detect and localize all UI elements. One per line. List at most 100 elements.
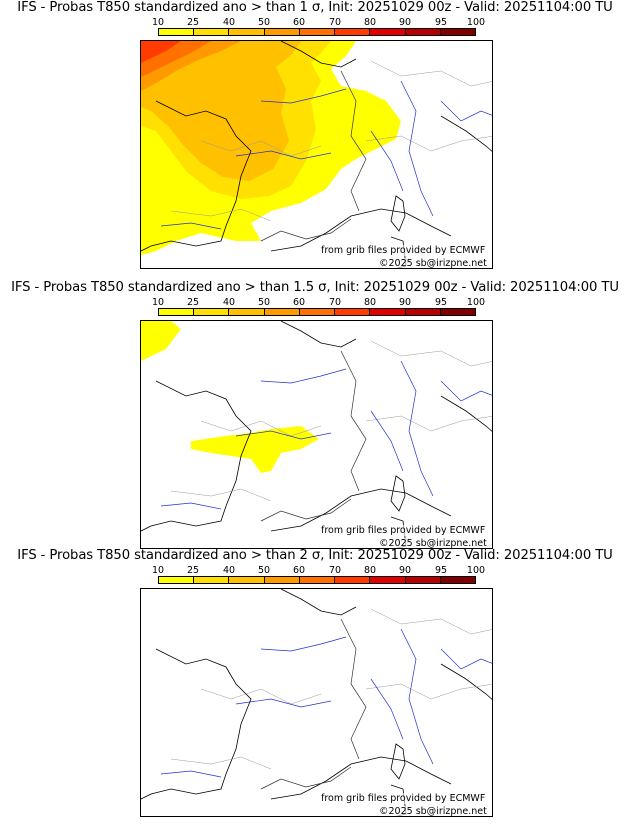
- tick-label: 70: [328, 297, 342, 308]
- map-svg: [141, 41, 492, 268]
- colorbar-segment: [299, 577, 336, 583]
- adriatic-coast: [440, 395, 492, 432]
- colorbar-segment: [405, 577, 441, 583]
- colorbar-segment: [264, 577, 300, 583]
- border: [170, 756, 272, 770]
- colorbar-segment: [335, 309, 371, 315]
- panel-3: IFS - Probas T850 standardized ano > tha…: [0, 548, 630, 818]
- copyright-credit: ©2025 sb@irizpne.net: [379, 538, 487, 549]
- proba-area-10: [141, 321, 181, 361]
- river: [440, 100, 492, 122]
- border: [370, 60, 492, 87]
- coastline: [141, 100, 252, 252]
- corsica: [390, 475, 406, 512]
- colorbar-segment: [370, 29, 406, 35]
- river: [370, 410, 404, 472]
- river: [160, 770, 222, 778]
- river: [235, 430, 332, 440]
- probability-map: from grib files provided by ECMWF ©2025 …: [140, 40, 493, 269]
- panel-title: IFS - Probas T850 standardized ano > tha…: [11, 280, 619, 295]
- border: [370, 608, 492, 635]
- panel-title: IFS - Probas T850 standardized ano > tha…: [17, 548, 613, 563]
- border: [365, 135, 492, 152]
- tick-label: 70: [328, 565, 342, 576]
- border: [340, 70, 367, 212]
- tick-label: 100: [466, 297, 486, 308]
- coastline: [280, 321, 357, 348]
- coastline: [270, 488, 452, 532]
- source-credit: from grib files provided by ECMWF: [321, 245, 486, 256]
- colorbar-segment: [194, 29, 230, 35]
- tick-label: 50: [257, 17, 271, 28]
- probability-map: from grib files provided by ECMWF ©2025 …: [140, 320, 493, 549]
- river: [400, 80, 434, 217]
- tick-label: 10: [151, 297, 165, 308]
- colorbar-segment: [299, 309, 336, 315]
- coastline: [141, 380, 252, 532]
- proba-area-70: [141, 41, 181, 63]
- colorbar-segment: [159, 29, 195, 35]
- colorbar-segment: [335, 29, 371, 35]
- tick-label: 60: [292, 17, 306, 28]
- river: [160, 222, 222, 230]
- colorbar: [158, 28, 476, 36]
- probability-map: from grib files provided by ECMWF ©2025 …: [140, 588, 493, 817]
- copyright-credit: ©2025 sb@irizpne.net: [379, 258, 487, 269]
- corsica: [390, 195, 406, 232]
- border: [200, 140, 322, 157]
- colorbar: [158, 576, 476, 584]
- copyright-credit: ©2025 sb@irizpne.net: [379, 806, 487, 817]
- border: [260, 766, 352, 790]
- river: [400, 628, 434, 765]
- tick-label: 95: [434, 297, 448, 308]
- colorbar-segment: [159, 309, 195, 315]
- colorbar-ticks: 10 25 40 50 60 70 80 90 95 100: [141, 297, 485, 309]
- tick-label: 25: [186, 565, 200, 576]
- colorbar-segment: [405, 309, 441, 315]
- colorbar: [158, 308, 476, 316]
- river: [235, 698, 332, 708]
- tick-label: 80: [363, 565, 377, 576]
- coastline: [270, 756, 452, 800]
- coastline: [280, 41, 357, 68]
- border: [370, 340, 492, 367]
- panel-1: IFS - Probas T850 standardized ano > tha…: [0, 0, 630, 270]
- map-svg: [141, 321, 492, 548]
- map-svg: [141, 589, 492, 816]
- proba-area-10: [191, 426, 319, 473]
- border: [340, 618, 367, 760]
- tick-label: 10: [151, 565, 165, 576]
- tick-label: 50: [257, 565, 271, 576]
- tick-label: 95: [434, 17, 448, 28]
- tick-label: 25: [186, 297, 200, 308]
- colorbar-segment: [159, 577, 195, 583]
- tick-label: 60: [292, 565, 306, 576]
- colorbar-segment: [264, 309, 300, 315]
- colorbar-segment: [440, 309, 475, 315]
- river: [160, 502, 222, 510]
- tick-label: 40: [222, 297, 236, 308]
- colorbar-segment: [440, 29, 475, 35]
- corsica: [390, 743, 406, 780]
- border: [170, 488, 272, 502]
- colorbar-segment: [194, 577, 230, 583]
- tick-label: 10: [151, 17, 165, 28]
- tick-label: 40: [222, 565, 236, 576]
- colorbar-ticks: 10 25 40 50 60 70 80 90 95 100: [141, 17, 485, 29]
- colorbar-segment: [299, 29, 336, 35]
- river: [370, 678, 404, 740]
- colorbar-segment: [440, 577, 475, 583]
- tick-label: 80: [363, 297, 377, 308]
- colorbar-segment: [405, 29, 441, 35]
- tick-label: 40: [222, 17, 236, 28]
- border: [340, 350, 367, 492]
- tick-label: 90: [398, 297, 412, 308]
- proba-area-40: [141, 41, 301, 181]
- colorbar-segment: [370, 577, 406, 583]
- colorbar-segment: [229, 29, 265, 35]
- river: [260, 636, 347, 652]
- tick-label: 60: [292, 297, 306, 308]
- tick-label: 90: [398, 565, 412, 576]
- river: [400, 360, 434, 497]
- coastline: [280, 589, 357, 616]
